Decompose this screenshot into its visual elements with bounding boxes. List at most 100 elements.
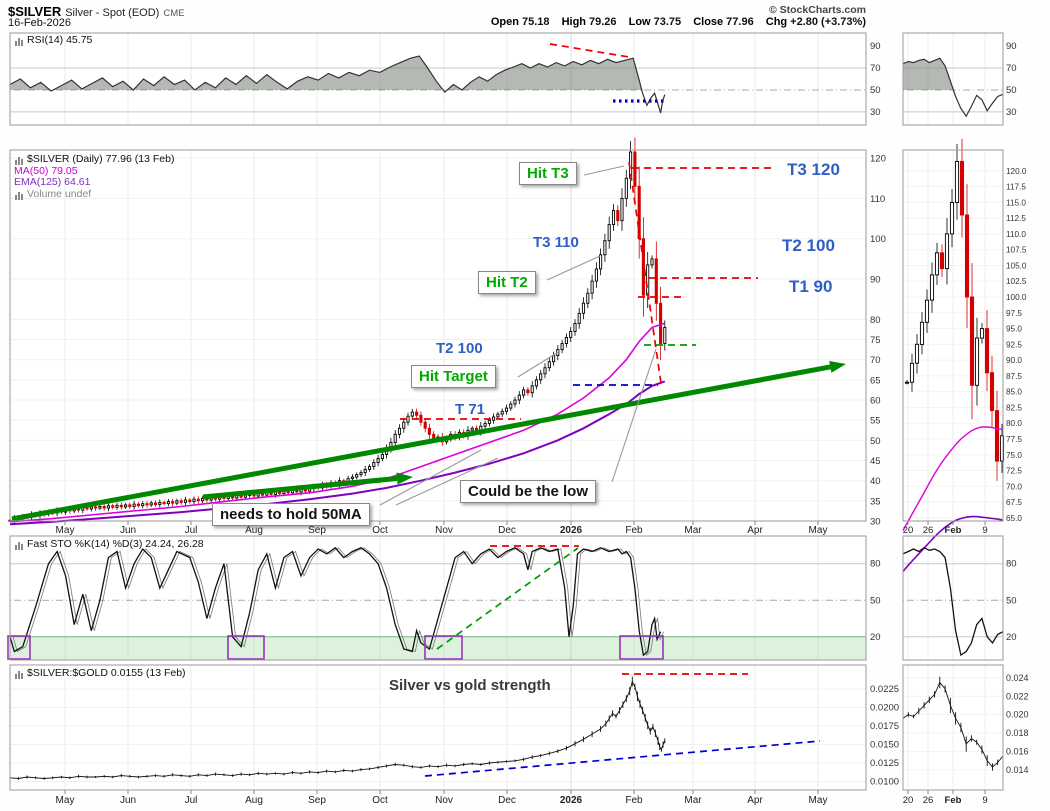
svg-text:82.5: 82.5 xyxy=(1006,403,1022,412)
svg-text:70.0: 70.0 xyxy=(1006,482,1022,491)
svg-text:100.0: 100.0 xyxy=(1006,293,1027,302)
svg-text:50: 50 xyxy=(870,85,881,96)
svg-text:100: 100 xyxy=(870,234,886,245)
svg-text:97.5: 97.5 xyxy=(1006,309,1022,318)
svg-text:40: 40 xyxy=(870,476,881,487)
chg-value: +2.80 (+3.73%) xyxy=(790,16,866,28)
svg-text:30: 30 xyxy=(870,517,881,528)
svg-text:Feb: Feb xyxy=(625,525,643,536)
chart-header: $SILVER Silver - Spot (EOD) CME xyxy=(8,3,184,21)
svg-text:87.5: 87.5 xyxy=(1006,372,1022,381)
svg-text:112.5: 112.5 xyxy=(1006,214,1026,223)
open-value: 75.18 xyxy=(521,16,550,28)
high-label: High xyxy=(561,16,587,28)
price-legend: $SILVER (Daily) 77.96 (13 Feb) xyxy=(27,153,175,165)
svg-text:26: 26 xyxy=(923,525,934,536)
svg-text:65: 65 xyxy=(870,375,881,386)
svg-text:92.5: 92.5 xyxy=(1006,340,1022,349)
sto-legend: Fast STO %K(14) %D(3) 24.24, 26.28 xyxy=(27,538,204,550)
svg-text:50: 50 xyxy=(1006,85,1017,96)
quote-bar: Open 75.18 High 79.26 Low 73.75 Close 77.96 … xyxy=(400,16,866,28)
svg-text:80: 80 xyxy=(870,315,881,326)
svg-text:75.0: 75.0 xyxy=(1006,451,1022,460)
svg-text:30: 30 xyxy=(1006,107,1017,118)
svg-text:20: 20 xyxy=(903,795,914,806)
svg-text:May: May xyxy=(809,795,828,806)
exchange: CME xyxy=(163,8,185,19)
svg-text:Jul: Jul xyxy=(185,525,198,536)
t-71-label: T 71 xyxy=(455,401,486,418)
svg-text:50: 50 xyxy=(870,436,881,447)
volume-legend: Volume undef xyxy=(27,188,92,200)
svg-text:0.0200: 0.0200 xyxy=(870,703,899,714)
svg-text:105.0: 105.0 xyxy=(1006,262,1027,271)
svg-text:Dec: Dec xyxy=(498,795,516,806)
low-label: Low xyxy=(628,16,651,28)
svg-text:80: 80 xyxy=(870,559,881,570)
svg-text:65.0: 65.0 xyxy=(1006,514,1022,523)
svg-text:9: 9 xyxy=(982,795,987,806)
ratio-legend: $SILVER:$GOLD 0.0155 (13 Feb) xyxy=(27,667,186,679)
svg-text:115.0: 115.0 xyxy=(1006,198,1026,207)
chg-label: Chg xyxy=(765,16,788,28)
svg-text:0.024: 0.024 xyxy=(1006,673,1029,683)
svg-text:Nov: Nov xyxy=(435,795,453,806)
svg-text:Oct: Oct xyxy=(372,795,388,806)
svg-text:70: 70 xyxy=(870,63,881,74)
svg-text:60: 60 xyxy=(870,396,881,407)
svg-text:0.014: 0.014 xyxy=(1006,765,1029,775)
svg-text:Apr: Apr xyxy=(747,795,763,806)
svg-text:70: 70 xyxy=(1006,63,1017,74)
svg-text:0.0150: 0.0150 xyxy=(870,740,899,751)
svg-text:May: May xyxy=(56,795,75,806)
svg-text:2026: 2026 xyxy=(560,795,583,806)
svg-text:67.5: 67.5 xyxy=(1006,498,1022,507)
low-value: 73.75 xyxy=(653,16,682,28)
svg-text:110.0: 110.0 xyxy=(1006,230,1026,239)
svg-text:45: 45 xyxy=(870,456,881,467)
needs-hold-callout: needs to hold 50MA xyxy=(212,503,370,526)
symbol: $SILVER xyxy=(8,4,62,19)
svg-text:2026: 2026 xyxy=(560,525,583,536)
svg-text:110: 110 xyxy=(870,194,885,205)
svg-text:0.016: 0.016 xyxy=(1006,746,1029,756)
t1-90-label: T1 90 xyxy=(789,277,833,296)
close-label: Close xyxy=(693,16,724,28)
svg-text:Nov: Nov xyxy=(435,525,453,536)
svg-text:Dec: Dec xyxy=(498,525,516,536)
svg-text:Mar: Mar xyxy=(684,795,702,806)
svg-text:50: 50 xyxy=(1006,595,1017,606)
svg-text:May: May xyxy=(56,525,75,536)
svg-text:72.5: 72.5 xyxy=(1006,467,1022,476)
svg-text:90: 90 xyxy=(870,41,881,52)
svg-text:0.0100: 0.0100 xyxy=(870,777,899,788)
chart-date: 16-Feb-2026 xyxy=(8,17,71,29)
svg-text:0.0175: 0.0175 xyxy=(870,721,899,732)
svg-text:Feb: Feb xyxy=(945,795,962,806)
svg-text:Sep: Sep xyxy=(308,525,326,536)
high-value: 79.26 xyxy=(589,16,617,28)
svg-text:Oct: Oct xyxy=(372,525,388,536)
svg-text:0.022: 0.022 xyxy=(1006,691,1029,701)
hit-t3-callout: Hit T3 xyxy=(519,162,577,185)
svg-text:0.018: 0.018 xyxy=(1006,728,1029,738)
hit-target-callout: Hit Target xyxy=(411,365,496,388)
rsi-legend: RSI(14) 45.75 xyxy=(27,34,93,46)
svg-text:May: May xyxy=(809,525,828,536)
svg-text:77.5: 77.5 xyxy=(1006,435,1022,444)
svg-text:30: 30 xyxy=(870,107,881,118)
t3-110-label: T3 110 xyxy=(533,234,579,251)
svg-text:Jun: Jun xyxy=(120,525,136,536)
svg-text:70: 70 xyxy=(870,355,881,366)
svg-text:0.0125: 0.0125 xyxy=(870,758,899,769)
svg-text:Feb: Feb xyxy=(625,795,643,806)
svg-text:20: 20 xyxy=(903,525,914,536)
ema125-legend: EMA(125) 64.61 xyxy=(14,176,91,188)
svg-text:Feb: Feb xyxy=(945,525,962,536)
hit-t2-callout: Hit T2 xyxy=(478,271,536,294)
t2-100-right-label: T2 100 xyxy=(782,236,835,255)
svg-text:20: 20 xyxy=(870,632,881,643)
svg-text:Jul: Jul xyxy=(185,795,198,806)
